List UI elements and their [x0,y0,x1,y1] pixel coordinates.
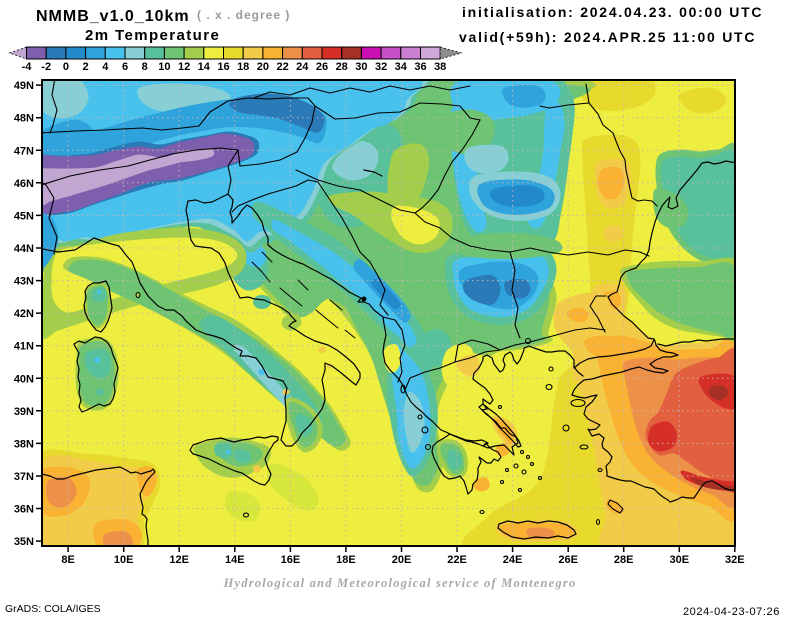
svg-text:-2: -2 [41,61,51,73]
svg-text:32E: 32E [725,554,745,566]
svg-text:18E: 18E [336,554,356,566]
svg-text:30: 30 [355,61,367,73]
svg-text:2: 2 [83,61,89,73]
svg-text:8: 8 [142,61,148,73]
svg-text:NMMB_v1.0_10km: NMMB_v1.0_10km [36,8,190,25]
svg-text:44N: 44N [14,243,34,255]
svg-text:39N: 39N [14,406,34,418]
svg-text:26: 26 [316,61,328,73]
svg-text:2024-04-23-07:26: 2024-04-23-07:26 [683,606,780,618]
svg-text:48N: 48N [14,113,34,125]
svg-text:22E: 22E [447,554,467,566]
svg-text:10E: 10E [114,554,134,566]
svg-text:18: 18 [237,61,249,73]
svg-text:30E: 30E [670,554,690,566]
svg-text:38: 38 [434,61,446,73]
svg-text:2m Temperature: 2m Temperature [85,27,220,44]
svg-text:49N: 49N [14,80,34,92]
svg-text:8E: 8E [61,554,74,566]
svg-text:12: 12 [178,61,190,73]
svg-text:45N: 45N [14,210,34,222]
svg-text:35N: 35N [14,536,34,548]
svg-text:14E: 14E [225,554,245,566]
svg-text:26E: 26E [558,554,578,566]
svg-text:43N: 43N [14,276,34,288]
svg-text:valid(+59h): 2024.APR.25 11:00: valid(+59h): 2024.APR.25 11:00 UTC [459,29,756,45]
svg-text:24E: 24E [503,554,523,566]
svg-text:4: 4 [102,61,109,73]
svg-text:28: 28 [336,61,348,73]
svg-text:14: 14 [198,61,211,73]
svg-text:41N: 41N [14,341,34,353]
svg-text:6: 6 [122,61,128,73]
svg-text:20: 20 [257,61,269,73]
svg-text:32: 32 [375,61,387,73]
svg-text:( . x . degree ): ( . x . degree ) [197,8,290,22]
svg-text:12E: 12E [169,554,189,566]
svg-text:36: 36 [414,61,426,73]
svg-text:16E: 16E [281,554,301,566]
svg-text:initialisation: 2024.04.23. 00: initialisation: 2024.04.23. 00:00 UTC [462,4,763,20]
svg-text:47N: 47N [14,145,34,157]
svg-text:42N: 42N [14,308,34,320]
svg-text:GrADS: COLA/IGES: GrADS: COLA/IGES [5,603,101,615]
svg-text:38N: 38N [14,438,34,450]
svg-text:36N: 36N [14,504,34,516]
svg-text:46N: 46N [14,178,34,190]
svg-text:16: 16 [217,61,229,73]
svg-text:28E: 28E [614,554,634,566]
svg-text:40N: 40N [14,373,34,385]
svg-text:10: 10 [158,61,170,73]
svg-text:-4: -4 [22,61,33,73]
svg-text:Hydrological and Meteorologica: Hydrological and Meteorological service … [223,576,577,590]
svg-text:37N: 37N [14,471,34,483]
svg-text:34: 34 [395,61,408,73]
svg-text:0: 0 [63,61,69,73]
svg-text:24: 24 [296,61,309,73]
svg-text:20E: 20E [392,554,412,566]
svg-text:22: 22 [276,61,288,73]
